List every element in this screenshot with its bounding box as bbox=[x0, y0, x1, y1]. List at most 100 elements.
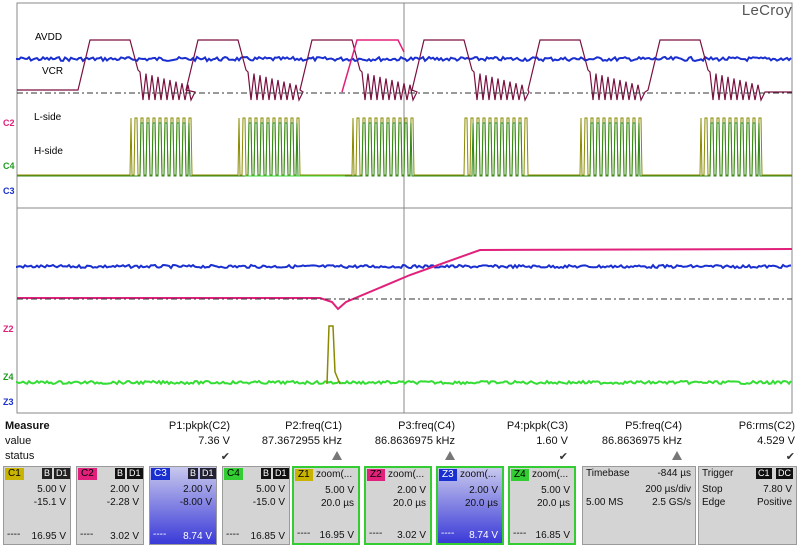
zoom-label: zoom(... bbox=[532, 469, 569, 480]
measure-param-name[interactable]: P3:freq(C4) bbox=[398, 420, 455, 432]
channel-tag-z4: Z4 bbox=[3, 372, 14, 382]
channel-box-c1[interactable]: C1 B D1 5.00 V -15.1 V ---- 16.95 V bbox=[3, 466, 71, 545]
trace-label-avdd: AVDD bbox=[35, 32, 63, 43]
digital-badge: D1 bbox=[273, 468, 289, 479]
scope-display: LeCroy AVDD VCR L-side H-side C2 C4 C3 Z… bbox=[3, 2, 793, 414]
zoom-box-z2[interactable]: Z2 zoom(... 2.00 V 20.0 µs ---- 3.02 V bbox=[364, 466, 432, 545]
measure-param-name[interactable]: P5:freq(C4) bbox=[625, 420, 682, 432]
zoom-box-z1[interactable]: Z1 zoom(... 5.00 V 20.0 µs ---- 16.95 V bbox=[292, 466, 360, 545]
zoom-scale: 2.00 V bbox=[469, 485, 498, 496]
zoom-box-z4[interactable]: Z4 zoom(... 5.00 V 20.0 µs ---- 16.85 V bbox=[508, 466, 576, 545]
channel-tag-z3: Z3 bbox=[3, 397, 14, 407]
measure-param-name[interactable]: P6:rms(C2) bbox=[738, 420, 795, 432]
measure-status-label: status bbox=[5, 450, 35, 462]
vcr-highlight-trace bbox=[341, 39, 405, 93]
trigger-box[interactable]: Trigger C1 DC Stop 7.80 V Edge Positive bbox=[698, 466, 797, 545]
timebase-samples: 5.00 MS bbox=[586, 497, 624, 508]
hside-trace bbox=[17, 122, 792, 177]
trigger-type: Edge bbox=[702, 497, 726, 508]
measure-param-value: 7.36 V bbox=[198, 435, 230, 447]
channel-box-c4[interactable]: C4 B D1 5.00 V -15.0 V ---- 16.85 V bbox=[222, 466, 290, 545]
zoom-foot-value: 16.85 V bbox=[535, 530, 570, 541]
zoom-label: zoom(... bbox=[388, 469, 425, 480]
measure-param-value: 87.3672955 kHz bbox=[261, 435, 342, 447]
channel-scale: 5.00 V bbox=[256, 484, 285, 495]
measure-param-name[interactable]: P4:pkpk(C3) bbox=[506, 420, 568, 432]
zoom-time: 20.0 µs bbox=[392, 498, 426, 509]
status-check-icon: ✔ bbox=[220, 451, 230, 463]
trigger-level: 7.80 V bbox=[763, 484, 792, 495]
zoom-scale: 5.00 V bbox=[541, 485, 570, 496]
measure-param-name[interactable]: P1:pkpk(C2) bbox=[168, 420, 230, 432]
timebase-rate: 2.5 GS/s bbox=[652, 497, 691, 508]
zoom-foot-value: 16.95 V bbox=[319, 530, 354, 541]
zoom-box-z3[interactable]: Z3 zoom(... 2.00 V 20.0 µs ---- 8.74 V bbox=[436, 466, 504, 545]
zoom-hside-trace bbox=[16, 379, 792, 386]
trace-label-hside: H-side bbox=[34, 146, 63, 157]
trigger-slope: Positive bbox=[756, 497, 792, 508]
digital-badge: D1 bbox=[200, 468, 216, 479]
status-warning-icon bbox=[332, 450, 342, 462]
zoom-avdd-trace bbox=[16, 263, 792, 270]
trigger-coupling: DC bbox=[776, 468, 793, 479]
measure-param-value: 86.8636975 kHz bbox=[601, 435, 682, 447]
channel-offset: -2.28 V bbox=[106, 497, 139, 508]
channel-foot-value: 16.95 V bbox=[31, 531, 66, 542]
avdd-trace bbox=[16, 55, 792, 63]
zoom-tag: Z2 bbox=[367, 469, 385, 481]
measure-title: Measure bbox=[5, 420, 50, 432]
timebase-delay: -844 µs bbox=[657, 468, 691, 479]
status-check-icon: ✔ bbox=[785, 451, 795, 463]
measure-table: Measure P1:pkpk(C2) P2:freq(C1) P3:freq(… bbox=[0, 420, 800, 465]
zoom-time: 20.0 µs bbox=[464, 498, 498, 509]
trace-label-lside: L-side bbox=[34, 112, 62, 123]
zoom-scale: 5.00 V bbox=[325, 485, 354, 496]
trigger-source: C1 bbox=[756, 468, 772, 479]
zoom-label: zoom(... bbox=[460, 469, 497, 480]
measure-value-label: value bbox=[5, 435, 32, 447]
zoom-time: 20.0 µs bbox=[536, 498, 570, 509]
channel-tag: C1 bbox=[5, 468, 24, 480]
bandwidth-badge: B bbox=[261, 468, 272, 479]
channel-tag-c3: C3 bbox=[3, 186, 15, 196]
timebase-label: Timebase bbox=[586, 468, 630, 479]
channel-tag: C4 bbox=[224, 468, 243, 480]
zoom-time: 20.0 µs bbox=[320, 498, 354, 509]
timebase-box[interactable]: Timebase -844 µs 200 µs/div 5.00 MS 2.5 … bbox=[582, 466, 696, 545]
channel-offset: -15.0 V bbox=[252, 497, 285, 508]
channel-tag: C3 bbox=[151, 468, 170, 480]
digital-badge: D1 bbox=[54, 468, 70, 479]
zoom-foot-value: 8.74 V bbox=[469, 530, 498, 541]
measure-param-value: 4.529 V bbox=[757, 435, 795, 447]
measure-param-name[interactable]: P2:freq(C1) bbox=[285, 420, 342, 432]
channel-offset: -8.00 V bbox=[179, 497, 212, 508]
channel-scale: 5.00 V bbox=[37, 484, 66, 495]
bandwidth-badge: B bbox=[42, 468, 53, 479]
channel-box-c2[interactable]: C2 B D1 2.00 V -2.28 V ---- 3.02 V bbox=[76, 466, 144, 545]
measure-param-value: 1.60 V bbox=[536, 435, 568, 447]
timebase-per-div: 200 µs/div bbox=[645, 484, 691, 495]
channel-tag: C2 bbox=[78, 468, 97, 480]
zoom-tag: Z4 bbox=[511, 469, 529, 481]
trace-label-vcr: VCR bbox=[42, 66, 64, 77]
channel-tag-z2: Z2 bbox=[3, 324, 14, 334]
brand-logo: LeCroy bbox=[741, 2, 792, 19]
digital-badge: D1 bbox=[127, 468, 143, 479]
zoom-lside-pulse bbox=[326, 325, 341, 385]
channel-scale: 2.00 V bbox=[183, 484, 212, 495]
measure-param-value: 86.8636975 kHz bbox=[374, 435, 455, 447]
bandwidth-badge: B bbox=[115, 468, 126, 479]
status-check-icon: ✔ bbox=[558, 451, 568, 463]
channel-box-c3[interactable]: C3 B D1 2.00 V -8.00 V ---- 8.74 V bbox=[149, 466, 217, 545]
zoom-tag: Z1 bbox=[295, 469, 313, 481]
channel-tag-c4: C4 bbox=[3, 161, 15, 171]
status-warning-icon bbox=[445, 450, 455, 462]
trigger-label: Trigger bbox=[702, 468, 734, 479]
zoom-tag: Z3 bbox=[439, 469, 457, 481]
vcr-trace bbox=[17, 39, 792, 102]
zoom-scale: 2.00 V bbox=[397, 485, 426, 496]
channel-offset: -15.1 V bbox=[33, 497, 66, 508]
status-warning-icon bbox=[672, 450, 682, 462]
channel-panels: C1 B D1 5.00 V -15.1 V ---- 16.95 V C2 B … bbox=[0, 466, 800, 547]
channel-scale: 2.00 V bbox=[110, 484, 139, 495]
